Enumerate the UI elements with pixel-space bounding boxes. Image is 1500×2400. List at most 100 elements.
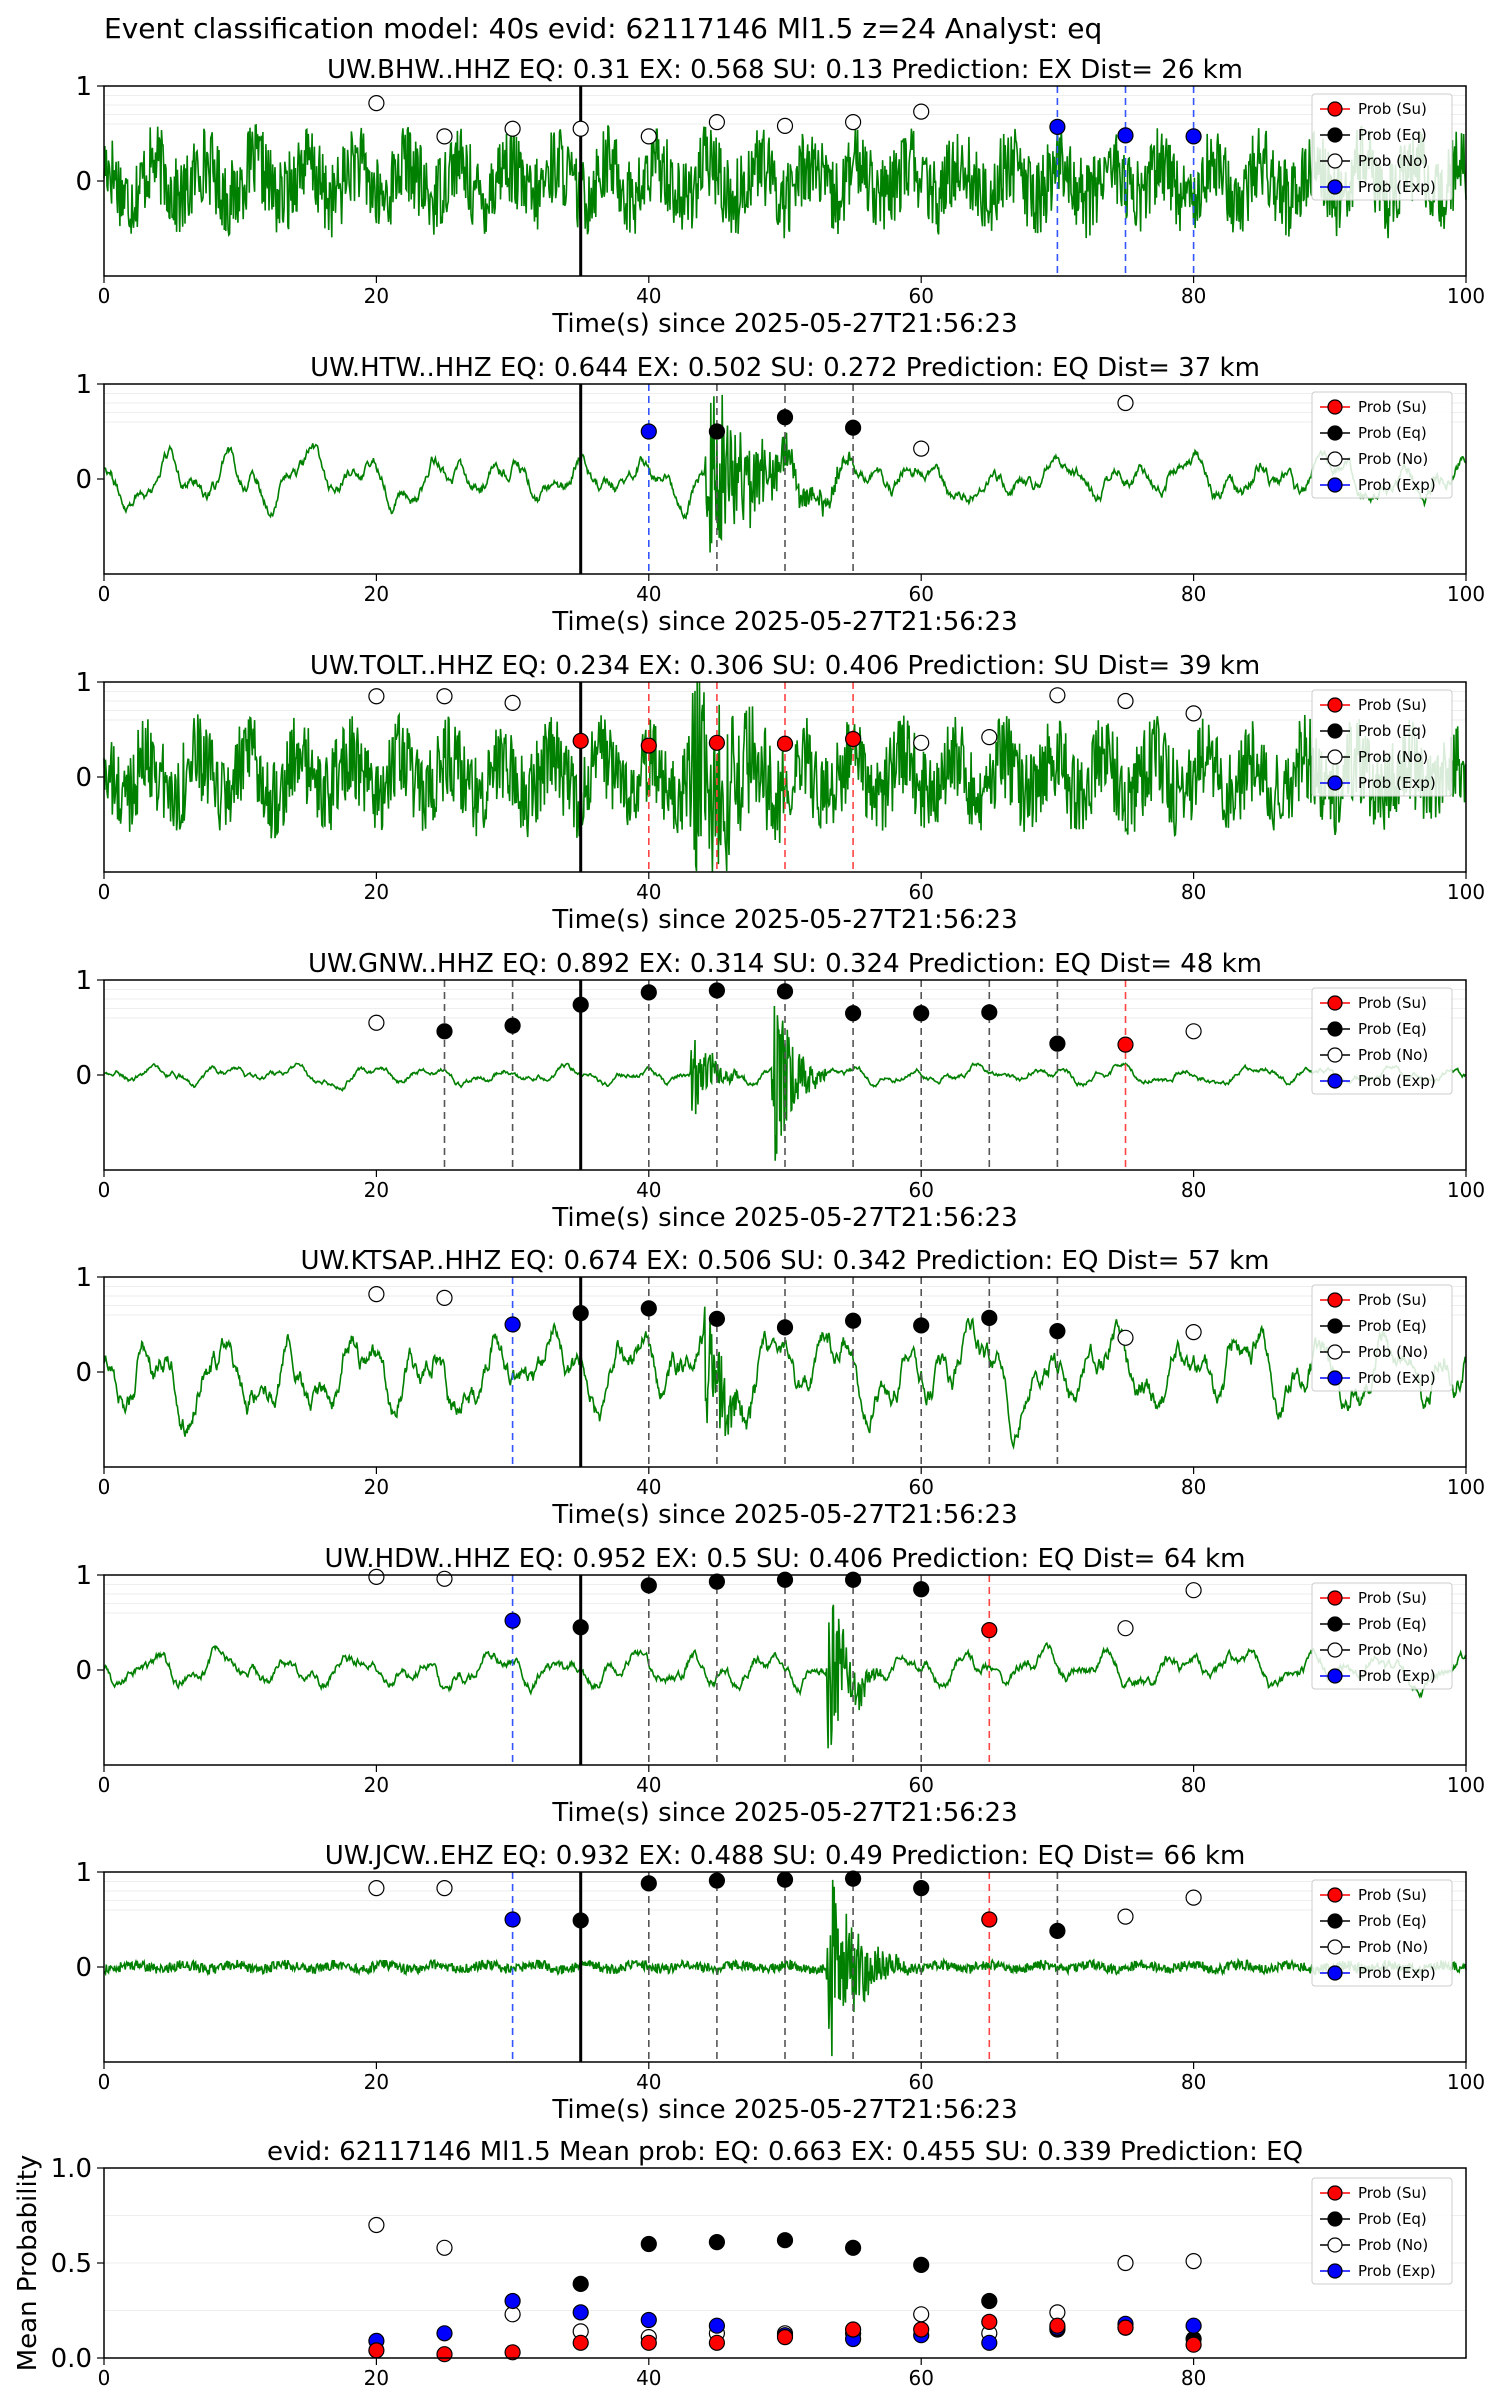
prob-marker-no: [436, 1289, 453, 1307]
x-tick-label: 100: [1447, 880, 1485, 904]
panel-2-legend-label-3: Prob (Exp): [1358, 774, 1436, 792]
panel-2-legend-label-0: Prob (Su): [1358, 696, 1427, 714]
mean-marker-su: [640, 2334, 657, 2351]
prob-marker-eq: [776, 983, 794, 1000]
mean-marker-eq: [708, 2234, 726, 2251]
mean-marker-su: [708, 2334, 726, 2351]
x-tick-label: 20: [364, 1178, 389, 1202]
mean-marker-su: [1049, 2317, 1066, 2334]
prob-marker-no: [436, 688, 453, 705]
panel-4-legend-box: [1311, 1284, 1453, 1392]
mean-panel-legend-marker-3: [1327, 2263, 1343, 2279]
panel-5: UW.HDW..HHZ EQ: 0.952 EX: 0.5 SU: 0.406 …: [75, 1544, 1485, 1828]
panel-0-legend-label-1: Prob (Eq): [1358, 126, 1427, 144]
prob-marker-eq: [913, 1581, 930, 1598]
mean-panel-legend-marker-2: [1327, 2237, 1343, 2253]
prob-marker-eq: [776, 1571, 794, 1588]
panel-2-legend-marker-0: [1327, 697, 1343, 713]
prob-marker-no: [1185, 1582, 1202, 1599]
prob-marker-no: [436, 128, 453, 145]
panel-3-legend-label-1: Prob (Eq): [1358, 1020, 1427, 1038]
mean-marker-eq: [572, 2275, 589, 2292]
panel-0-legend-label-0: Prob (Su): [1358, 100, 1427, 118]
panel-0-legend-marker-0: [1327, 101, 1343, 117]
prob-marker-no: [1185, 1889, 1202, 1906]
prob-marker-eq: [776, 1319, 794, 1336]
panel-4-legend-label-0: Prob (Su): [1358, 1291, 1427, 1309]
prob-marker-eq: [708, 423, 726, 440]
x-axis-label: Time(s) since 2025-05-27T21:56:23: [551, 1500, 1017, 1530]
prob-marker-no: [368, 1568, 385, 1586]
x-tick-label: 80: [1181, 2070, 1206, 2094]
panel-0-legend-label-2: Prob (No): [1358, 152, 1428, 170]
prob-marker-no: [368, 1014, 385, 1031]
panel-title: UW.BHW..HHZ EQ: 0.31 EX: 0.568 SU: 0.13 …: [327, 55, 1243, 85]
mean-marker-no: [368, 2216, 385, 2234]
panel-title: UW.KTSAP..HHZ EQ: 0.674 EX: 0.506 SU: 0.…: [301, 1246, 1270, 1276]
prob-marker-eq: [913, 1005, 930, 1022]
prob-marker-no: [368, 1285, 385, 1303]
panel-1-legend-label-1: Prob (Eq): [1358, 424, 1427, 442]
prob-marker-exp: [504, 1612, 521, 1629]
prob-marker-exp: [640, 423, 657, 440]
panel-3-legend-marker-2: [1327, 1047, 1343, 1063]
x-tick-label: 0: [98, 2366, 111, 2390]
panel-5-legend-marker-3: [1327, 1668, 1343, 1684]
prob-marker-exp: [504, 1911, 521, 1928]
panel-3-legend-label-3: Prob (Exp): [1358, 1072, 1436, 1090]
waveform-trace: [103, 123, 1467, 239]
figure-title: Event classification model: 40s evid: 62…: [104, 12, 1102, 45]
prob-marker-no: [1185, 705, 1202, 722]
panel-6-legend-marker-2: [1327, 1939, 1343, 1955]
prob-marker-no: [1117, 1908, 1134, 1925]
y-axis-label: Mean Probability: [13, 2155, 43, 2372]
prob-marker-eq: [844, 1312, 862, 1329]
panel-title: UW.TOLT..HHZ EQ: 0.234 EX: 0.306 SU: 0.4…: [310, 651, 1260, 681]
prob-marker-eq: [708, 1872, 726, 1889]
panel-6-legend-label-0: Prob (Su): [1358, 1886, 1427, 1904]
panel-3-legend-label-0: Prob (Su): [1358, 994, 1427, 1012]
panel-5-legend-marker-2: [1327, 1642, 1343, 1658]
prob-marker-no: [504, 694, 521, 712]
panel-4-legend-label-2: Prob (No): [1358, 1343, 1428, 1361]
waveform-trace: [103, 394, 1467, 553]
panel-5-legend-label-2: Prob (No): [1358, 1641, 1428, 1659]
panel-1-legend-label-3: Prob (Exp): [1358, 476, 1436, 494]
x-tick-label: 0: [98, 2070, 111, 2094]
x-axis-label: Time(s) since 2025-05-27T21:56:23: [551, 2095, 1017, 2125]
panel-title: UW.HTW..HHZ EQ: 0.644 EX: 0.502 SU: 0.27…: [310, 353, 1260, 383]
prob-marker-eq: [1049, 1035, 1066, 1052]
prob-marker-eq: [572, 1912, 589, 1929]
x-tick-label: 40: [636, 2366, 661, 2390]
mean-marker-su: [1117, 2319, 1134, 2336]
prob-marker-su: [981, 1621, 998, 1639]
y-tick-label: 1: [75, 1561, 92, 1591]
prob-marker-no: [1117, 394, 1134, 412]
mean-marker-exp: [572, 2304, 589, 2321]
panel-6: UW.JCW..EHZ EQ: 0.932 EX: 0.488 SU: 0.49…: [75, 1841, 1485, 2125]
mean-panel-legend-label-2: Prob (No): [1358, 2236, 1428, 2254]
panel-6-legend-marker-0: [1327, 1887, 1343, 1903]
waveform-trace: [103, 681, 1467, 873]
y-tick-label: 1: [75, 966, 92, 996]
panel-5-legend-box: [1311, 1582, 1453, 1690]
prob-marker-no: [1185, 1323, 1202, 1341]
prob-marker-exp: [1049, 118, 1066, 135]
prob-marker-eq: [572, 1619, 589, 1636]
panel-4-legend-label-1: Prob (Eq): [1358, 1317, 1427, 1335]
x-tick-label: 60: [908, 2070, 933, 2094]
x-tick-label: 60: [908, 1178, 933, 1202]
x-tick-label: 0: [98, 284, 111, 308]
prob-marker-eq: [776, 409, 794, 426]
mean-marker-su: [504, 2344, 521, 2361]
panel-2-legend-box: [1311, 689, 1453, 797]
x-tick-label: 80: [1181, 582, 1206, 606]
y-tick-label: 1: [75, 668, 92, 698]
mean-marker-eq: [776, 2232, 794, 2249]
prob-marker-no: [1117, 1620, 1134, 1637]
panel-4-legend-marker-3: [1327, 1370, 1343, 1386]
x-tick-label: 0: [98, 582, 111, 606]
prob-marker-no: [844, 113, 862, 131]
panel-1-legend-marker-2: [1327, 451, 1343, 467]
prob-marker-no: [981, 728, 998, 746]
